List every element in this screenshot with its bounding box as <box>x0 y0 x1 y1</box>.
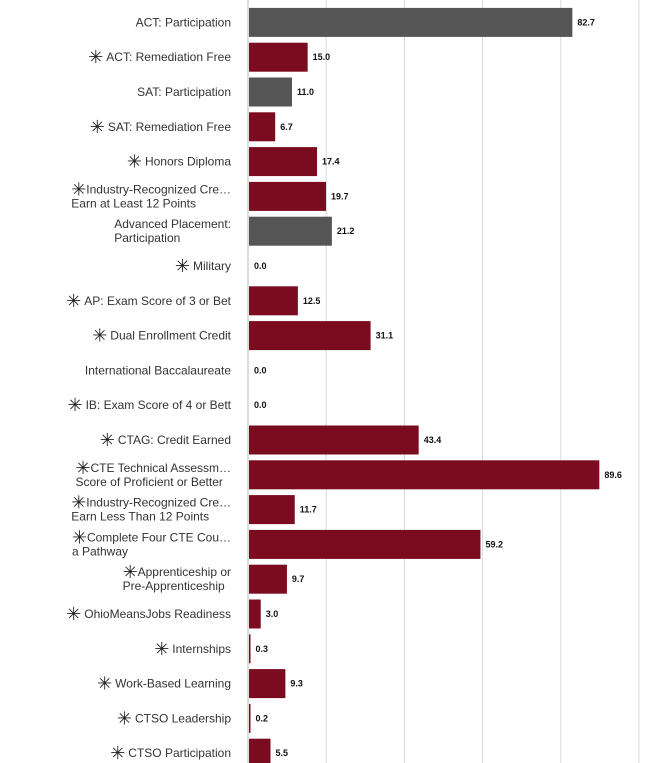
category-label: Industry-Recognized Cre… <box>86 182 231 196</box>
asterisk-icon: ✳ <box>123 562 138 583</box>
value-label: 59.2 <box>485 539 503 549</box>
category-label: AP: Exam Score of 3 or Bet <box>84 294 231 308</box>
bar[interactable] <box>249 147 318 177</box>
value-label: 0.3 <box>256 644 269 654</box>
category-label: SAT: Remediation Free <box>108 120 231 134</box>
bar[interactable] <box>249 321 371 351</box>
value-label: 12.5 <box>303 296 321 306</box>
value-label: 15.0 <box>313 52 331 62</box>
bar[interactable] <box>249 495 295 525</box>
value-label: 5.5 <box>276 748 289 758</box>
category-label: Earn Less Than 12 Points <box>71 510 209 524</box>
asterisk-icon: ✳ <box>154 639 169 660</box>
asterisk-icon: ✳ <box>127 152 142 173</box>
bar[interactable] <box>249 425 419 455</box>
asterisk-icon: ✳ <box>90 117 105 138</box>
value-label: 0.0 <box>254 365 267 375</box>
category-label: Participation <box>114 231 180 245</box>
asterisk-icon: ✳ <box>68 395 83 416</box>
category-label: Pre-Apprenticeship <box>123 579 225 593</box>
value-label: 0.2 <box>256 713 269 723</box>
category-label: SAT: Participation <box>137 85 231 99</box>
category-label: CTSO Leadership <box>135 711 231 725</box>
bar[interactable] <box>249 634 251 664</box>
value-label: 6.7 <box>280 122 293 132</box>
value-label: 9.7 <box>292 574 305 584</box>
category-label: Honors Diploma <box>145 155 231 169</box>
bar[interactable] <box>249 564 287 594</box>
bar[interactable] <box>249 77 293 107</box>
category-label: Apprenticeship or <box>138 565 231 579</box>
category-label: Military <box>193 259 231 273</box>
asterisk-icon: ✳ <box>71 493 86 514</box>
value-label: 11.0 <box>297 87 314 97</box>
category-label: CTE Technical Assessm… <box>91 461 232 475</box>
asterisk-icon: ✳ <box>175 256 190 277</box>
value-label: 21.2 <box>337 226 355 236</box>
bar[interactable] <box>249 42 308 72</box>
category-label: Earn at Least 12 Points <box>71 196 196 210</box>
asterisk-icon: ✳ <box>88 47 103 68</box>
category-label: Complete Four CTE Cou… <box>87 530 231 544</box>
asterisk-icon: ✳ <box>100 430 115 451</box>
asterisk-icon: ✳ <box>117 708 132 729</box>
bar[interactable] <box>249 669 286 699</box>
bar[interactable] <box>249 599 261 629</box>
category-label: International Baccalaureate <box>85 363 231 377</box>
bar[interactable] <box>249 286 298 316</box>
value-label: 0.0 <box>254 400 267 410</box>
grid-lines <box>247 0 640 763</box>
asterisk-icon: ✳ <box>110 743 125 763</box>
category-label: CTAG: Credit Earned <box>118 433 231 447</box>
bar[interactable] <box>249 460 600 490</box>
value-label: 43.4 <box>424 435 442 445</box>
category-label: Score of Proficient or Better <box>76 475 223 489</box>
asterisk-icon: ✳ <box>92 326 107 347</box>
bar[interactable] <box>249 703 251 733</box>
category-label: ACT: Participation <box>136 15 231 29</box>
category-label: Advanced Placement: <box>114 217 231 231</box>
bars: 82.7 15.0 11.0 6.7 17.4 19.7 21.2 0.0 12.5 31.1 0.… <box>249 7 622 763</box>
bar[interactable] <box>249 738 271 763</box>
value-label: 3.0 <box>266 609 279 619</box>
category-label: Internships <box>172 642 231 656</box>
category-label: Industry-Recognized Cre… <box>86 496 231 510</box>
value-label: 89.6 <box>604 470 622 480</box>
asterisk-icon: ✳ <box>76 458 91 479</box>
value-label: 9.3 <box>290 679 303 689</box>
value-label: 31.1 <box>376 331 394 341</box>
value-label: 0.0 <box>254 261 267 271</box>
category-label: ACT: Remediation Free <box>106 50 231 64</box>
value-label: 11.7 <box>300 505 317 515</box>
bar[interactable] <box>249 7 573 37</box>
category-label: a Pathway <box>72 544 128 558</box>
asterisk-icon: ✳ <box>71 179 86 200</box>
category-label: CTSO Participation <box>128 746 231 760</box>
asterisk-icon: ✳ <box>72 527 87 548</box>
value-label: 17.4 <box>322 157 340 167</box>
bar[interactable] <box>249 529 481 559</box>
bar[interactable] <box>249 216 332 246</box>
value-label: 82.7 <box>577 17 595 27</box>
category-label: OhioMeansJobs Readiness <box>84 607 231 621</box>
category-label: Work-Based Learning <box>115 677 231 691</box>
asterisk-icon: ✳ <box>66 604 81 625</box>
category-label: IB: Exam Score of 4 or Bett <box>86 398 232 412</box>
asterisk-icon: ✳ <box>66 291 81 312</box>
bar[interactable] <box>249 181 327 211</box>
value-label: 19.7 <box>331 191 349 201</box>
asterisk-icon: ✳ <box>97 674 112 695</box>
bar[interactable] <box>249 112 276 142</box>
category-label: Dual Enrollment Credit <box>110 329 231 343</box>
